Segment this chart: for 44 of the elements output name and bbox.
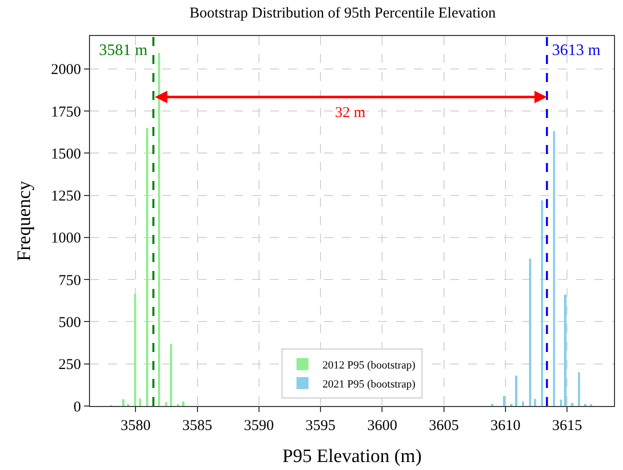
x-tick-label: 3595 [306,418,336,434]
y-tick-label: 1250 [51,188,81,205]
y-tick-label: 1750 [51,104,81,120]
bar [134,294,136,406]
y-tick-label: 0 [74,399,81,416]
y-tick-label: 1000 [51,230,81,247]
bar [503,396,506,406]
x-tick-label: 3600 [367,418,398,434]
bar [515,376,518,406]
bar [553,131,555,406]
bar [571,402,574,406]
bar [165,402,168,406]
bar [541,200,543,406]
bar [170,344,172,406]
x-tick-label: 3605 [428,418,459,434]
x-tick-label: 3615 [552,418,582,434]
legend-label: 2021 P95 (bootstrap) [322,378,416,390]
chart-title: Bootstrap Distribution of 95th Percentile Elevation [190,6,496,22]
y-axis-title: Frequency [14,180,35,262]
ref-line-label: 3613 m [552,42,601,59]
bar [560,400,562,406]
x-tick-label: 3585 [182,418,212,434]
ref-line-label: 3581 m [99,42,148,59]
y-tick-label: 750 [58,272,81,289]
y-tick-label: 2000 [51,62,81,78]
y-tick-label: 250 [58,357,81,374]
annotation: 32 m [335,105,366,121]
x-tick-label: 3590 [244,418,274,434]
y-tick-label: 500 [58,314,81,331]
bar [122,399,125,406]
bar [578,372,580,406]
bar [534,398,536,406]
x-tick-label: 3610 [490,418,520,434]
bar [522,401,524,406]
bar [158,52,160,406]
x-tick-label: 3580 [120,418,151,434]
legend-label: 2012 P95 (bootstrap) [322,359,416,372]
y-tick-label: 1500 [51,146,81,162]
bar [564,294,566,406]
bar [139,398,142,406]
bar [146,128,148,406]
bar [182,401,184,406]
x-axis-title: P95 Elevation (m) [282,446,422,467]
bar [529,258,532,406]
